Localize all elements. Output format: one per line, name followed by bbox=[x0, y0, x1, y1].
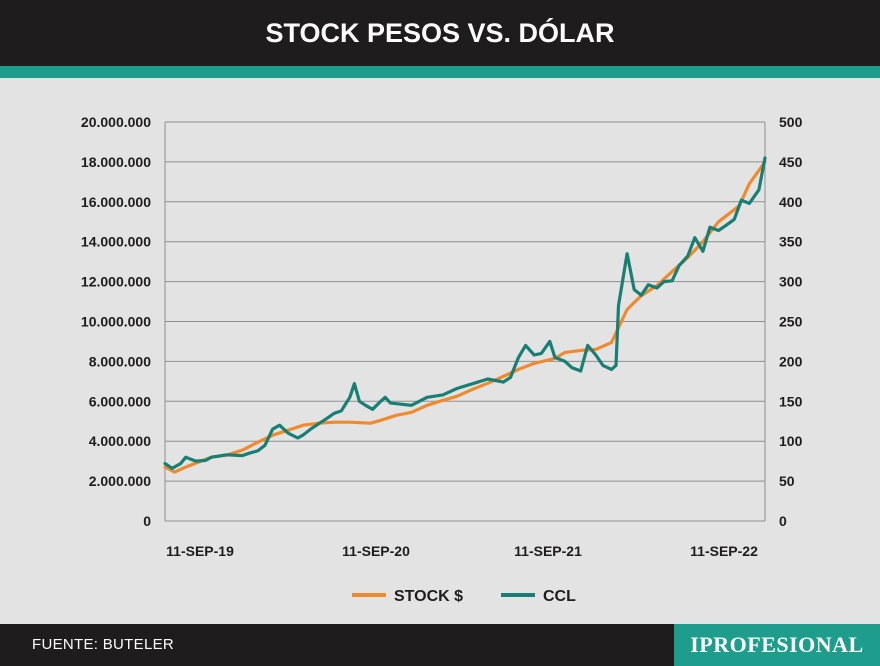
right-tick-label: 300 bbox=[779, 274, 803, 290]
stock-series-line bbox=[163, 160, 767, 474]
left-tick-label: 8.000.000 bbox=[89, 353, 151, 369]
left-tick-label: 4.000.000 bbox=[89, 433, 151, 449]
left-tick-label: 0 bbox=[143, 513, 151, 529]
footer: FUENTE: BUTELER IPROFESIONAL bbox=[0, 624, 880, 666]
right-tick-label: 400 bbox=[779, 194, 803, 210]
right-tick-label: 500 bbox=[779, 114, 803, 130]
x-tick-label: 11-SEP-20 bbox=[342, 543, 410, 559]
chart-title: STOCK PESOS VS. DÓLAR bbox=[265, 17, 615, 48]
right-tick-label: 100 bbox=[779, 433, 803, 449]
right-tick-label: 200 bbox=[779, 353, 803, 369]
line-chart: 0 2.000.000 4.000.000 6.000.000 8.000.000 10.… bbox=[81, 114, 803, 605]
left-tick-label: 16.000.000 bbox=[81, 194, 151, 210]
legend-stock-label: STOCK $ bbox=[394, 588, 463, 605]
x-axis-ticks: 11-SEP-19 11-SEP-20 11-SEP-21 11-SEP-22 bbox=[166, 543, 758, 559]
source-label: FUENTE: BUTELER bbox=[32, 636, 175, 653]
x-tick-label: 11-SEP-21 bbox=[514, 543, 582, 559]
left-tick-label: 20.000.000 bbox=[81, 114, 151, 130]
chart-panel: 0 2.000.000 4.000.000 6.000.000 8.000.000 10.… bbox=[0, 78, 880, 624]
right-tick-label: 250 bbox=[779, 314, 803, 330]
left-tick-label: 14.000.000 bbox=[81, 234, 151, 250]
right-axis-ticks: 0 50 100 150 200 250 300 350 400 450 500 bbox=[779, 114, 803, 529]
left-tick-label: 12.000.000 bbox=[81, 274, 151, 290]
ccl-series-line bbox=[163, 156, 767, 470]
left-tick-label: 2.000.000 bbox=[89, 473, 151, 489]
left-tick-label: 6.000.000 bbox=[89, 393, 151, 409]
chart-header: STOCK PESOS VS. DÓLAR bbox=[0, 0, 880, 66]
legend-ccl-label: CCL bbox=[543, 588, 576, 605]
x-tick-label: 11-SEP-19 bbox=[166, 543, 234, 559]
right-tick-label: 350 bbox=[779, 234, 803, 250]
brand-logo: IPROFESIONAL bbox=[674, 624, 880, 666]
series-lines bbox=[163, 156, 767, 474]
x-tick-label: 11-SEP-22 bbox=[690, 543, 758, 559]
right-tick-label: 0 bbox=[779, 513, 787, 529]
grid-lines bbox=[164, 121, 766, 522]
left-tick-label: 18.000.000 bbox=[81, 154, 151, 170]
right-tick-label: 450 bbox=[779, 154, 803, 170]
accent-bar bbox=[0, 66, 880, 78]
left-axis-ticks: 0 2.000.000 4.000.000 6.000.000 8.000.000 10.… bbox=[81, 114, 151, 529]
left-tick-label: 10.000.000 bbox=[81, 314, 151, 330]
right-tick-label: 150 bbox=[779, 393, 803, 409]
right-tick-label: 50 bbox=[779, 473, 795, 489]
legend: STOCK $ CCL bbox=[352, 588, 576, 605]
